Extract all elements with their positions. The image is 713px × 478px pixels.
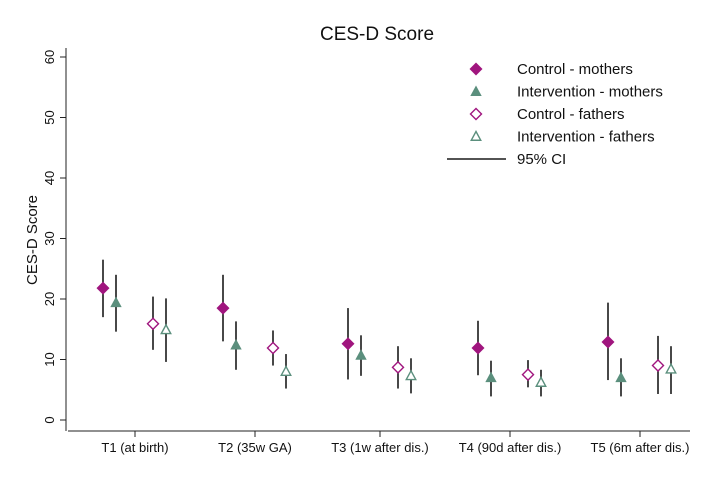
y-tick-label: 20 (42, 292, 57, 306)
point-intervention-fathers (535, 376, 547, 387)
y-tick-label: 60 (42, 50, 57, 64)
legend-label: Intervention - fathers (517, 129, 655, 146)
point-intervention-mothers (615, 371, 627, 383)
x-tick-label: T3 (1w after dis.) (331, 440, 429, 455)
x-tick-label: T4 (90d after dis.) (459, 440, 562, 455)
y-tick-label: 10 (42, 352, 57, 366)
y-tick-label: 40 (42, 171, 57, 185)
x-tick-label: T1 (at birth) (101, 440, 168, 455)
point-control-mothers (96, 281, 110, 295)
legend-marker (469, 62, 483, 76)
point-intervention-fathers (665, 362, 677, 374)
point-control-fathers (266, 341, 280, 355)
point-intervention-mothers (230, 338, 242, 350)
x-tick-label: T2 (35w GA) (218, 440, 292, 455)
chart-title: CES-D Score (320, 24, 434, 45)
point-intervention-fathers (405, 369, 417, 381)
legend-label: Intervention - mothers (517, 84, 663, 101)
point-control-fathers (521, 368, 535, 382)
x-tick-label: T5 (6m after dis.) (591, 440, 690, 455)
point-intervention-fathers (280, 365, 292, 377)
axes: 0 10 20 30 40 50 60 T1 (at birth) T2 (35w GA) T3 … (42, 48, 690, 455)
legend-label: Control - fathers (517, 106, 625, 123)
legend: Control - mothers Intervention - mothers C… (447, 61, 663, 168)
y-tick-label: 30 (42, 231, 57, 245)
plot-marks (96, 259, 677, 397)
point-control-fathers (651, 359, 665, 373)
point-intervention-mothers (355, 349, 367, 360)
legend-marker (470, 85, 482, 96)
point-control-fathers (146, 317, 160, 331)
y-axis-label: CES-D Score (24, 195, 41, 285)
point-control-mothers (601, 335, 615, 349)
point-control-mothers (341, 337, 355, 351)
y-tick-label: 50 (42, 110, 57, 124)
point-intervention-mothers (110, 296, 122, 308)
point-control-fathers (391, 360, 405, 374)
legend-label: 95% CI (517, 151, 566, 168)
point-intervention-mothers (485, 371, 497, 383)
point-intervention-fathers (160, 323, 172, 335)
legend-marker (470, 130, 482, 141)
point-control-mothers (471, 341, 485, 355)
y-tick-label: 0 (42, 416, 57, 423)
legend-marker (469, 107, 483, 121)
point-control-mothers (216, 301, 230, 315)
legend-label: Control - mothers (517, 61, 633, 78)
